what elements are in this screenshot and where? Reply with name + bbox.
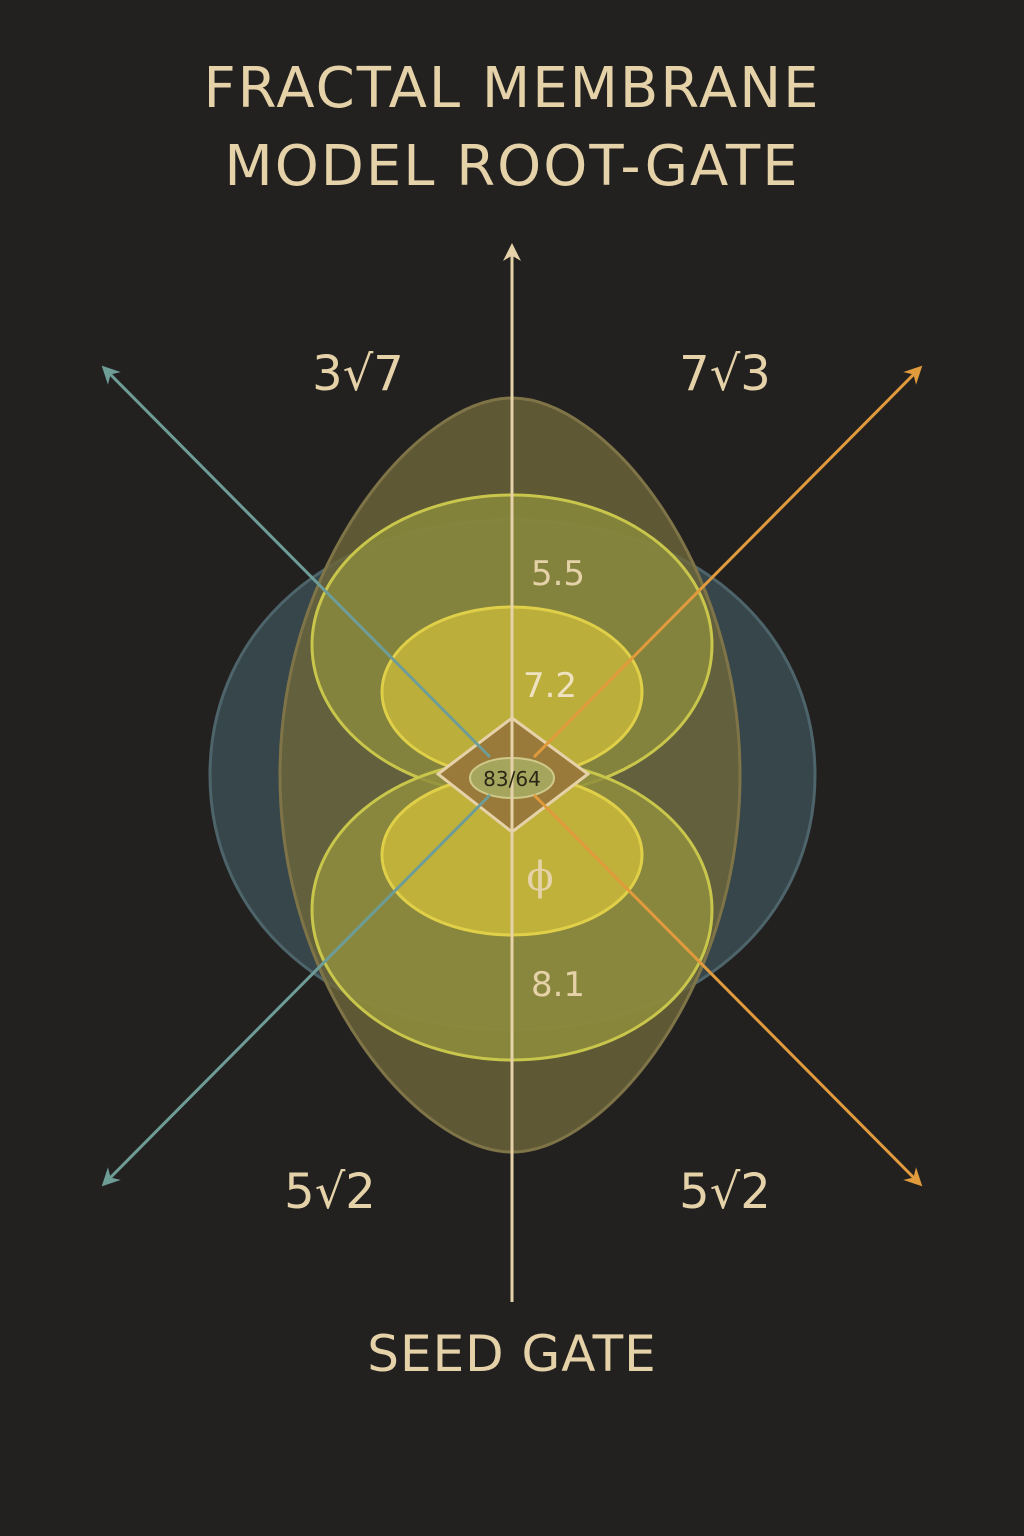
corner-label-top-left: 3√7 [312, 346, 404, 402]
title-line-1: FRACTAL MEMBRANE [203, 56, 821, 121]
upper-inner-value: 7.2 [523, 666, 577, 706]
upper-outer-value: 5.5 [531, 554, 585, 594]
lower-outer-value: 8.1 [531, 965, 585, 1005]
orange-axis-lower [532, 793, 923, 1187]
core-value: 83/64 [483, 767, 541, 791]
corner-label-bottom-right: 5√2 [679, 1164, 771, 1220]
corner-label-top-right: 7√3 [679, 346, 771, 402]
seed-gate-label: SEED GATE [367, 1325, 657, 1383]
lower-inner-value: ϕ [526, 854, 553, 900]
teal-axis-lower [101, 793, 492, 1187]
title-line-2: MODEL ROOT-GATE [224, 134, 800, 199]
diagram-title: FRACTAL MEMBRANE MODEL ROOT-GATE [0, 50, 1024, 206]
teal-axis-upper [101, 365, 492, 759]
orange-axis-upper [532, 365, 923, 759]
corner-label-bottom-left: 5√2 [284, 1164, 376, 1220]
